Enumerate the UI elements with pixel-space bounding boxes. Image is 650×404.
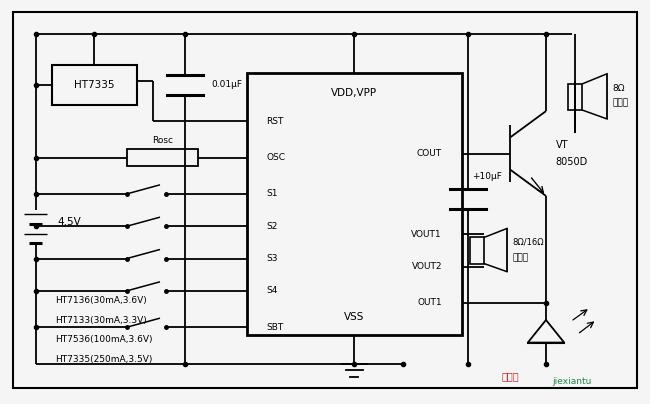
Text: 8Ω: 8Ω [612,84,625,93]
Text: VSS: VSS [344,312,365,322]
Text: HT7536(100mA,3.6V): HT7536(100mA,3.6V) [55,335,153,344]
Text: S3: S3 [266,254,278,263]
Text: 0.01μF: 0.01μF [211,80,242,89]
Text: OSC: OSC [266,153,285,162]
Text: S4: S4 [266,286,278,295]
Text: jiexiantu: jiexiantu [552,377,592,386]
Text: HT7136(30mA,3.6V): HT7136(30mA,3.6V) [55,297,147,305]
Text: SBT: SBT [266,323,284,332]
Text: Rosc: Rosc [152,136,173,145]
Text: HT7133(30mA,3.3V): HT7133(30mA,3.3V) [55,316,147,325]
Text: VOUT1: VOUT1 [411,230,442,239]
Bar [52,65,136,105]
Text: 扯声器: 扯声器 [612,99,629,107]
Text: VDD,VPP: VDD,VPP [332,88,377,98]
Bar [568,84,582,110]
Text: 8Ω/16Ω: 8Ω/16Ω [512,238,544,247]
Text: 8050D: 8050D [556,157,588,166]
Text: VOUT2: VOUT2 [411,262,442,271]
Text: HT7335(250mA,3.5V): HT7335(250mA,3.5V) [55,355,153,364]
Bar [127,149,198,166]
Text: S2: S2 [266,222,278,231]
Text: S1: S1 [266,189,278,198]
Text: RST: RST [266,117,284,126]
Text: COUT: COUT [417,149,442,158]
Bar [247,73,462,335]
Text: 4.5V: 4.5V [57,217,81,227]
Text: HT7335: HT7335 [74,80,114,90]
Text: OUT1: OUT1 [417,299,442,307]
Text: +10μF: +10μF [472,172,502,181]
Bar [470,237,484,263]
Text: 扯声器: 扯声器 [512,253,528,262]
Text: 扫货图: 扫货图 [501,372,519,381]
Text: VT: VT [556,141,568,150]
